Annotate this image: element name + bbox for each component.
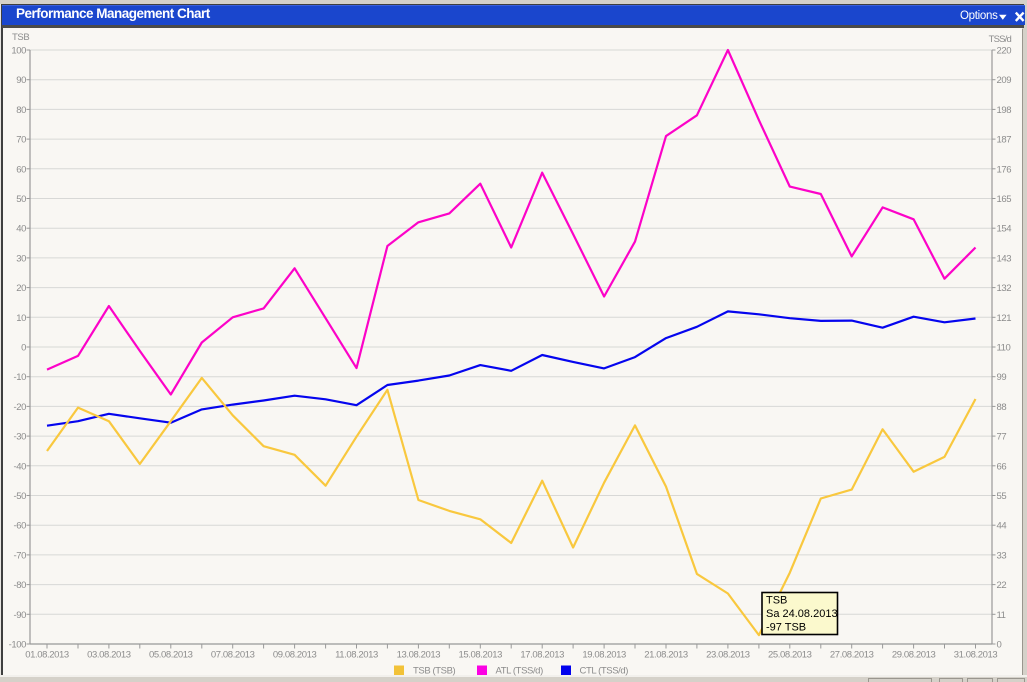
svg-text:-20: -20 — [13, 402, 26, 413]
svg-text:10: 10 — [16, 313, 26, 324]
svg-text:11: 11 — [997, 610, 1006, 621]
svg-text:TSB: TSB — [12, 32, 29, 43]
svg-text:19.08.2013: 19.08.2013 — [582, 650, 626, 661]
svg-text:30: 30 — [16, 253, 26, 264]
svg-text:-90: -90 — [13, 610, 26, 621]
svg-text:90: 90 — [16, 75, 26, 86]
svg-text:01.08.2013: 01.08.2013 — [25, 650, 69, 661]
svg-text:165: 165 — [997, 194, 1012, 205]
svg-text:110: 110 — [997, 343, 1011, 354]
svg-text:55: 55 — [997, 491, 1007, 502]
svg-text:23.08.2013: 23.08.2013 — [706, 650, 750, 661]
svg-text:21.08.2013: 21.08.2013 — [644, 650, 688, 661]
svg-text:22: 22 — [997, 580, 1007, 591]
svg-text:-70: -70 — [13, 550, 26, 561]
svg-text:-80: -80 — [13, 580, 26, 591]
svg-text:176: 176 — [997, 164, 1012, 175]
svg-text:20: 20 — [16, 283, 26, 294]
svg-text:-97 TSB: -97 TSB — [766, 622, 806, 634]
svg-text:0: 0 — [21, 343, 26, 354]
svg-text:-50: -50 — [13, 491, 26, 502]
svg-text:11.08.2013: 11.08.2013 — [335, 650, 378, 661]
svg-text:143: 143 — [997, 253, 1012, 264]
svg-text:60: 60 — [16, 164, 26, 175]
svg-text:209: 209 — [997, 75, 1012, 86]
svg-text:03.08.2013: 03.08.2013 — [87, 650, 131, 661]
svg-text:-60: -60 — [13, 521, 26, 532]
svg-text:27.08.2013: 27.08.2013 — [830, 650, 874, 661]
svg-text:Sa 24.08.2013: Sa 24.08.2013 — [766, 608, 838, 620]
svg-text:-30: -30 — [13, 432, 26, 443]
svg-text:99: 99 — [997, 372, 1007, 383]
svg-text:13.08.2013: 13.08.2013 — [397, 650, 441, 661]
svg-text:-40: -40 — [13, 461, 26, 472]
svg-text:05.08.2013: 05.08.2013 — [149, 650, 193, 661]
svg-text:-100: -100 — [9, 640, 27, 651]
svg-text:187: 187 — [997, 135, 1012, 146]
svg-text:31.08.2013: 31.08.2013 — [954, 650, 998, 661]
svg-text:70: 70 — [16, 135, 26, 146]
svg-text:09.08.2013: 09.08.2013 — [273, 650, 317, 661]
svg-text:88: 88 — [997, 402, 1007, 413]
svg-text:50: 50 — [16, 194, 26, 205]
svg-text:40: 40 — [16, 224, 26, 235]
svg-text:77: 77 — [997, 432, 1007, 443]
svg-text:TSB (TSB): TSB (TSB) — [413, 666, 456, 677]
svg-text:100: 100 — [11, 46, 26, 57]
svg-text:CTL (TSS/d): CTL (TSS/d) — [580, 666, 629, 677]
svg-text:17.08.2013: 17.08.2013 — [520, 650, 564, 661]
svg-text:66: 66 — [997, 461, 1007, 472]
svg-text:154: 154 — [997, 224, 1012, 235]
svg-text:07.08.2013: 07.08.2013 — [211, 650, 255, 661]
svg-text:132: 132 — [997, 283, 1012, 294]
svg-text:29.08.2013: 29.08.2013 — [892, 650, 936, 661]
svg-text:220: 220 — [997, 46, 1012, 57]
svg-text:TSB: TSB — [766, 595, 787, 607]
svg-text:-10: -10 — [13, 372, 26, 383]
svg-text:15.08.2013: 15.08.2013 — [459, 650, 503, 661]
svg-text:121: 121 — [997, 313, 1012, 324]
svg-text:ATL (TSS/d): ATL (TSS/d) — [496, 666, 544, 677]
svg-text:80: 80 — [16, 105, 26, 116]
svg-text:0: 0 — [997, 640, 1002, 651]
svg-text:25.08.2013: 25.08.2013 — [768, 650, 812, 661]
svg-text:TSS/d: TSS/d — [989, 34, 1012, 45]
svg-text:33: 33 — [997, 550, 1007, 561]
svg-text:44: 44 — [997, 521, 1007, 532]
svg-text:198: 198 — [997, 105, 1012, 116]
